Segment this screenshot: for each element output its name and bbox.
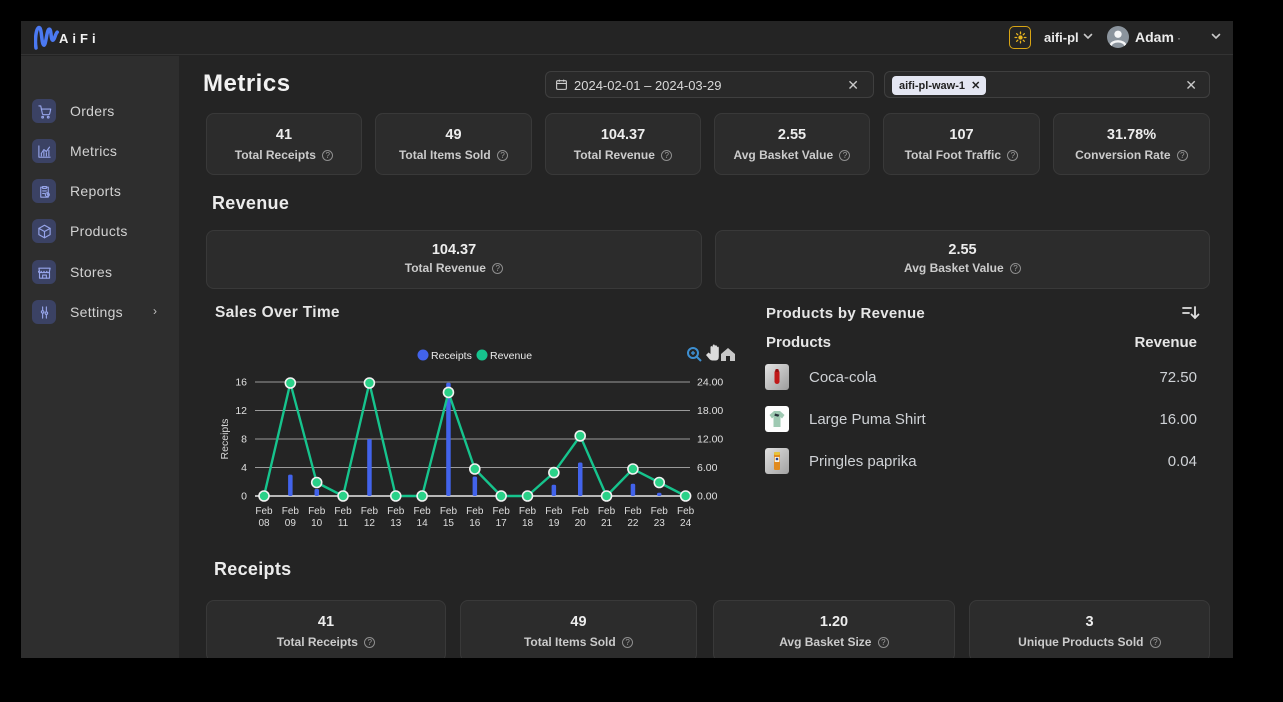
svg-text:Feb: Feb (413, 506, 431, 517)
svg-text:Feb: Feb (572, 506, 590, 517)
svg-text:24.00: 24.00 (697, 377, 723, 389)
svg-text:18: 18 (522, 518, 534, 529)
svg-text:22: 22 (627, 518, 639, 529)
svg-text:09: 09 (285, 518, 297, 529)
svg-text:Receipts: Receipts (219, 419, 231, 460)
svg-text:17: 17 (496, 518, 508, 529)
svg-text:12.00: 12.00 (697, 434, 723, 446)
svg-text:Feb: Feb (466, 506, 484, 517)
svg-text:Feb: Feb (387, 506, 405, 517)
svg-text:16: 16 (235, 377, 247, 389)
svg-text:Feb: Feb (493, 506, 511, 517)
svg-text:Revenue: Revenue (490, 350, 532, 362)
svg-text:19: 19 (548, 518, 560, 529)
svg-text:15: 15 (443, 518, 455, 529)
svg-text:Feb: Feb (361, 506, 379, 517)
svg-text:12: 12 (235, 405, 247, 417)
svg-text:Feb: Feb (440, 506, 458, 517)
svg-text:Feb: Feb (334, 506, 352, 517)
svg-text:24: 24 (680, 518, 692, 529)
svg-text:14: 14 (417, 518, 429, 529)
svg-text:10: 10 (311, 518, 323, 529)
svg-text:Feb: Feb (519, 506, 537, 517)
svg-text:13: 13 (390, 518, 402, 529)
svg-text:Receipts: Receipts (431, 350, 472, 362)
svg-text:21: 21 (601, 518, 613, 529)
svg-text:16: 16 (469, 518, 481, 529)
svg-text:08: 08 (258, 518, 270, 529)
svg-text:20: 20 (575, 518, 587, 529)
svg-text:Feb: Feb (282, 506, 300, 517)
svg-text:8: 8 (241, 434, 247, 446)
svg-text:Feb: Feb (677, 506, 695, 517)
svg-text:12: 12 (364, 518, 376, 529)
svg-text:18.00: 18.00 (697, 405, 723, 417)
svg-text:4: 4 (241, 462, 247, 474)
svg-text:6.00: 6.00 (697, 462, 718, 474)
svg-text:0.00: 0.00 (697, 491, 718, 503)
svg-text:Feb: Feb (598, 506, 616, 517)
svg-text:Feb: Feb (651, 506, 669, 517)
svg-text:23: 23 (654, 518, 666, 529)
svg-text:Feb: Feb (255, 506, 273, 517)
svg-text:Feb: Feb (624, 506, 642, 517)
svg-text:Feb: Feb (545, 506, 563, 517)
svg-text:Feb: Feb (308, 506, 326, 517)
svg-text:11: 11 (338, 518, 349, 529)
svg-text:0: 0 (241, 491, 247, 503)
